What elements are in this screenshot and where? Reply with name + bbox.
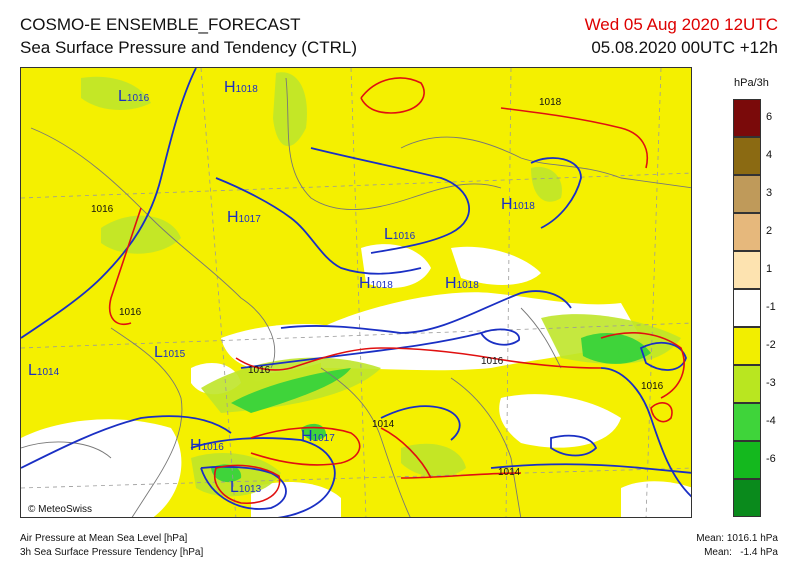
pressure-center-label: H1017 [227, 209, 261, 226]
pressure-center-label: L1013 [230, 479, 262, 496]
legend-label: -1 [766, 301, 776, 313]
legend-swatch [733, 213, 761, 251]
pressure-center-label: H1016 [190, 437, 224, 454]
pressure-center-label: L1015 [154, 344, 186, 361]
tendency-contours [109, 77, 685, 504]
isobar-label: 1016 [248, 365, 271, 376]
tendency-white-areas [21, 244, 691, 517]
run-time: 05.08.2020 00UTC +12h [591, 38, 778, 57]
legend-swatch [733, 441, 761, 479]
pressure-center-label: H1018 [224, 79, 258, 96]
mean-tendency: Mean: -1.4 hPa [704, 547, 778, 558]
legend-label: 2 [766, 225, 773, 237]
isobar-label: 1014 [498, 467, 521, 478]
map-panel: H1018 L1016 H1017 L1016 H1018 H1018 H101… [20, 67, 692, 518]
pressure-center-label: H1017 [301, 428, 335, 445]
legend-swatch [733, 251, 761, 289]
isobar-label: 1016 [91, 204, 114, 215]
legend-swatch [733, 403, 761, 441]
footer-line-1: Air Pressure at Mean Sea Level [hPa] [20, 533, 188, 544]
map-subtitle: Sea Surface Pressure and Tendency (CTRL) [20, 38, 358, 57]
pressure-center-label: H1018 [445, 275, 479, 292]
isobar-label: 1016 [641, 381, 664, 392]
country-borders [21, 77, 691, 517]
isobar-label: 1018 [539, 97, 562, 108]
pressure-center-label: L1014 [28, 362, 60, 379]
pressure-center-label: H1018 [359, 275, 393, 292]
map-title: COSMO-E ENSEMBLE_FORECAST [20, 15, 301, 34]
legend-label: 6 [766, 111, 773, 123]
legend-label: -2 [766, 339, 776, 351]
pressure-center-label: L1016 [384, 226, 416, 243]
legend-swatch [733, 479, 761, 517]
mean-pressure: Mean: 1016.1 hPa [696, 533, 778, 544]
map-canvas [21, 68, 691, 517]
legend-label: -6 [766, 453, 776, 465]
isobar-label: 1016 [119, 307, 142, 318]
legend-label: 1 [766, 263, 773, 275]
legend-swatch [733, 99, 761, 137]
legend-label: 4 [766, 149, 773, 161]
isobars [21, 68, 691, 517]
footer-line-2: 3h Sea Surface Pressure Tendency [hPa] [20, 547, 204, 558]
legend-label: 3 [766, 187, 773, 199]
legend-title: hPa/3h [734, 77, 769, 89]
legend-swatch [733, 137, 761, 175]
isobar-label: 1014 [372, 419, 395, 430]
copyright-notice: © MeteoSwiss [25, 504, 96, 515]
legend-swatch [733, 327, 761, 365]
legend-swatch [733, 365, 761, 403]
pressure-center-label: H1018 [501, 196, 535, 213]
pressure-center-label: L1016 [118, 88, 150, 105]
legend-swatch [733, 289, 761, 327]
isobar-label: 1016 [481, 356, 504, 367]
legend-label: -4 [766, 415, 776, 427]
valid-time: Wed 05 Aug 2020 12UTC [584, 15, 778, 34]
legend-swatch [733, 175, 761, 213]
legend-label: -3 [766, 377, 776, 389]
